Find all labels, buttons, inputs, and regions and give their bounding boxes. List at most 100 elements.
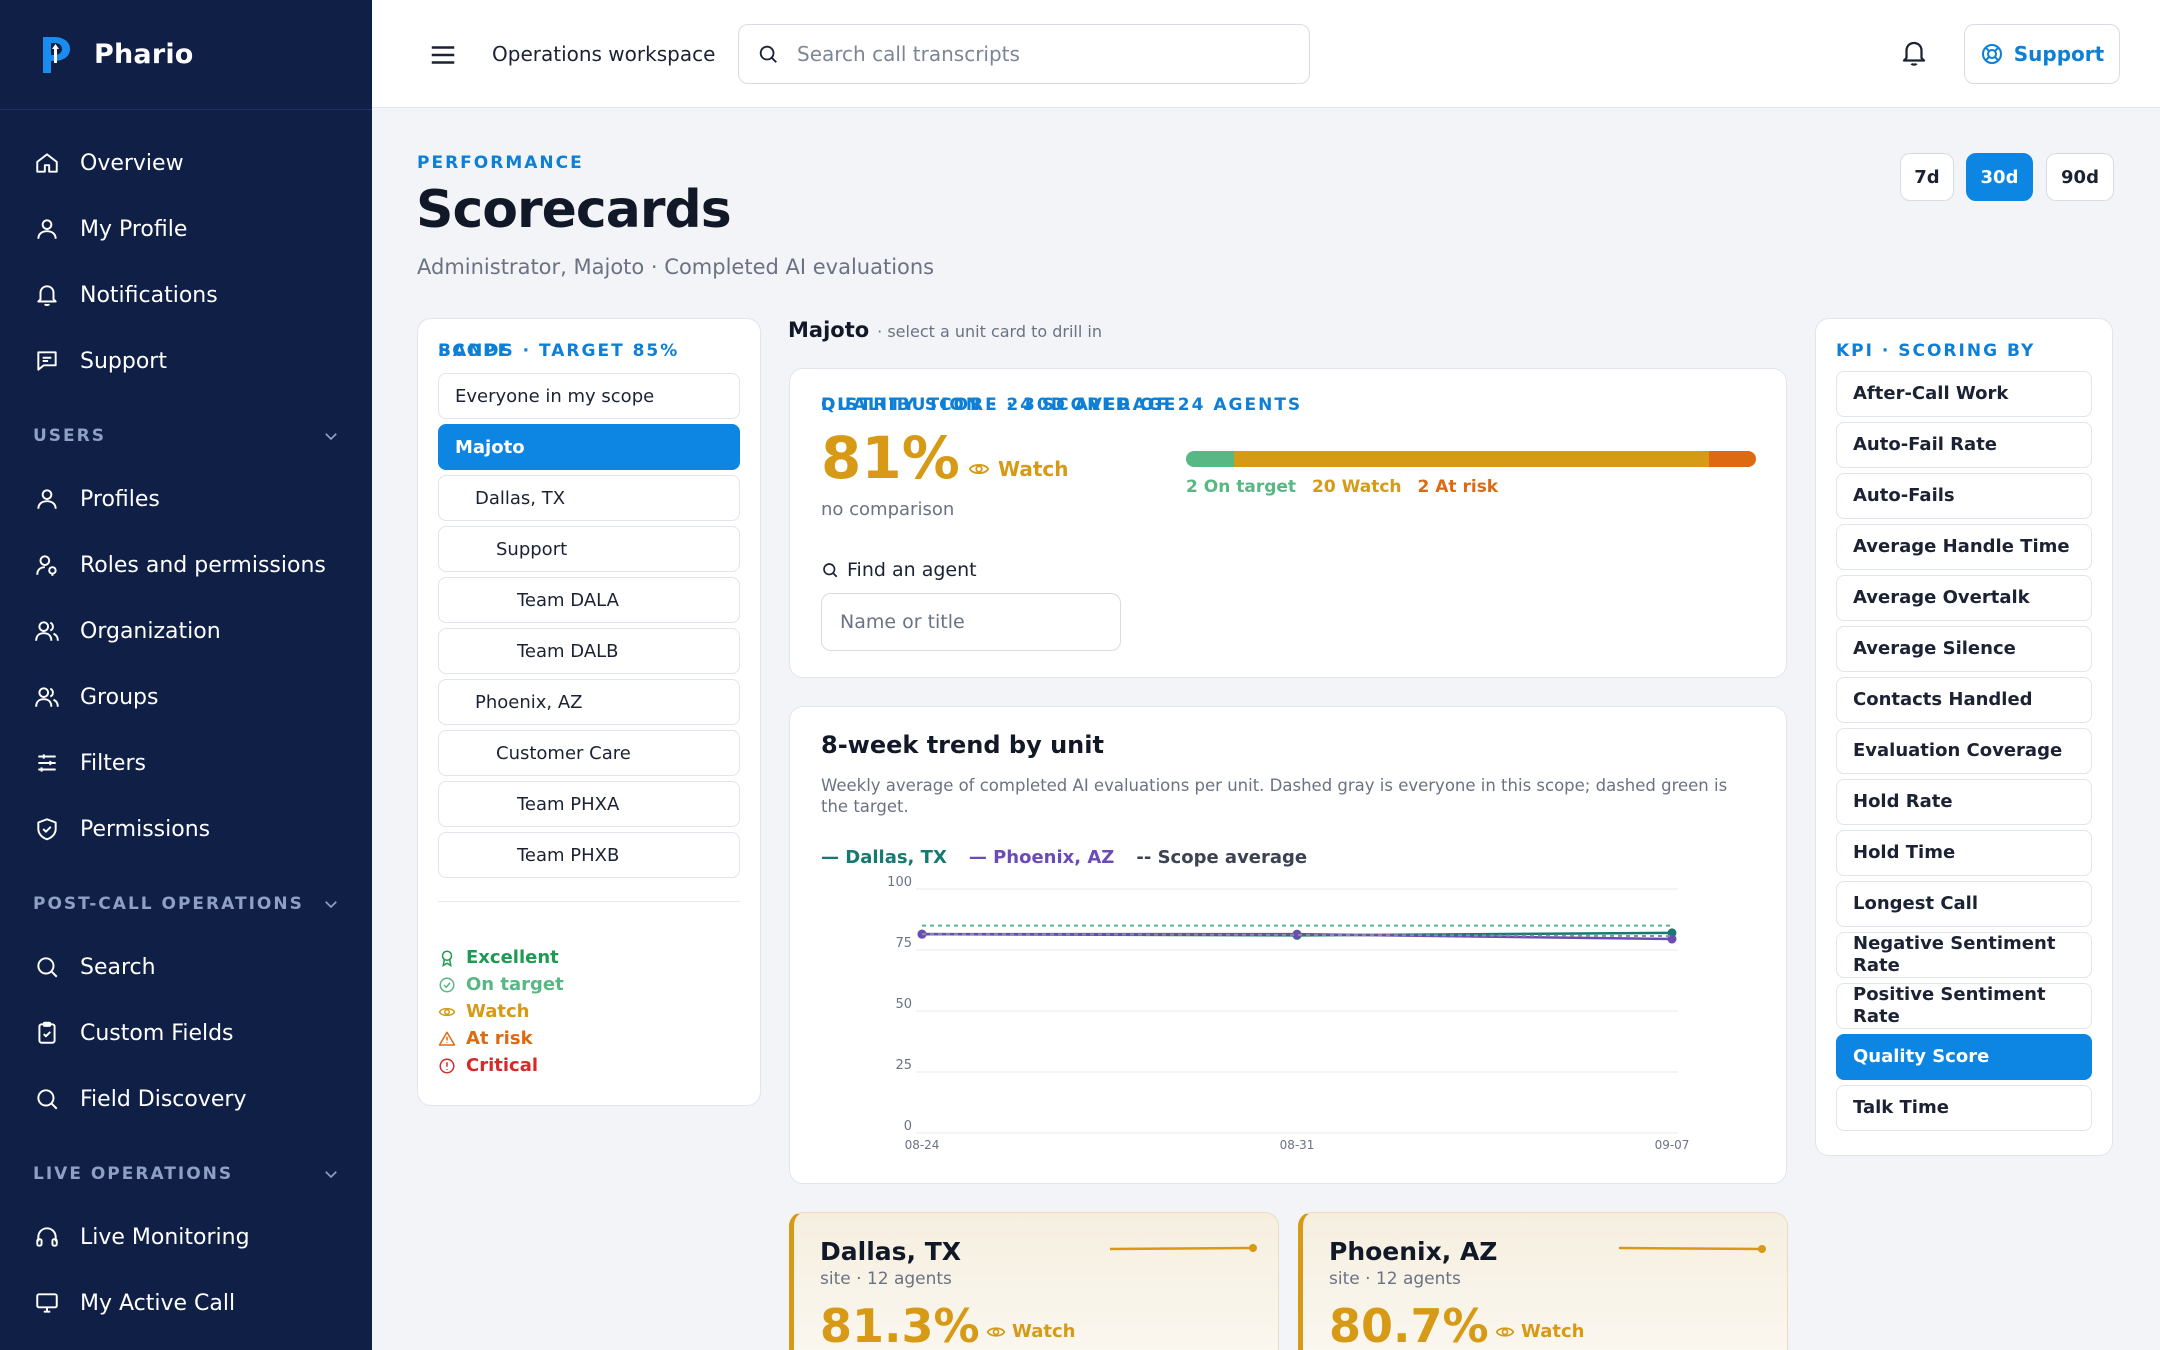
series-point <box>1292 929 1302 939</box>
kpi-average-silence[interactable]: Average Silence <box>1836 626 2092 672</box>
bell-icon <box>37 285 57 306</box>
sidebar-item-organization[interactable]: Organization <box>0 598 372 664</box>
x-tick-label: 08-31 <box>1280 1138 1315 1152</box>
quality-value: 81% <box>821 424 960 492</box>
warning-icon <box>438 1031 456 1046</box>
kpi-auto-fails[interactable]: Auto-Fails <box>1836 473 2092 519</box>
kpi-negative-sentiment-rate[interactable]: Negative Sentiment Rate <box>1836 932 2092 978</box>
bell-icon[interactable] <box>1899 38 1929 68</box>
sidebar-item-label: Notifications <box>80 282 218 308</box>
kpi-auto-fail-rate[interactable]: Auto-Fail Rate <box>1836 422 2092 468</box>
band-label: Watch <box>466 1001 530 1022</box>
scope-item-team-dala[interactable]: Team DALA <box>438 577 740 623</box>
sidebar-item-label: Profiles <box>80 486 160 512</box>
chevron-down-icon <box>325 433 337 441</box>
range-90d-button[interactable]: 90d <box>2046 153 2114 201</box>
sidebar-item-label: Filters <box>80 750 146 776</box>
unit-band-label: Watch <box>1012 1321 1076 1342</box>
trend-title: 8-week trend by unit <box>821 731 1104 759</box>
transcript-search[interactable] <box>738 24 1310 84</box>
band-critical: Critical <box>438 1055 538 1076</box>
search-input[interactable] <box>797 42 1257 66</box>
nav-section-users[interactable]: USERS <box>0 394 372 466</box>
sidebar-item-my-profile[interactable]: My Profile <box>0 196 372 262</box>
brand[interactable]: Phario <box>0 0 372 110</box>
distribution-legend: 2 On target 20 Watch 2 At risk <box>1186 477 1498 497</box>
kpi-average-overtalk[interactable]: Average Overtalk <box>1836 575 2092 621</box>
distribution-bar <box>1186 451 1756 467</box>
distribution-on-target: 2 On target <box>1186 477 1297 497</box>
band-label: Excellent <box>466 947 559 968</box>
trend-chart: 0 25 50 75 100 08-24 08-31 09-07 <box>887 875 1690 1152</box>
band-on-target: On target <box>438 974 564 995</box>
sliders-icon <box>38 754 56 772</box>
sidebar-item-live-monitoring[interactable]: Live Monitoring <box>0 1204 372 1270</box>
nav-section-post-call-operations[interactable]: POST-CALL OPERATIONS <box>0 862 372 934</box>
scope-item-majoto[interactable]: Majoto <box>438 424 740 470</box>
sidebar-item-label: My Profile <box>80 216 188 242</box>
unit-card-dallas[interactable]: Dallas, TX site · 12 agents 81.3% Watch <box>789 1212 1279 1350</box>
kpi-title: KPI · SCORING BY <box>1836 341 2036 361</box>
user-key-icon <box>36 555 57 576</box>
find-agent-input[interactable] <box>821 593 1121 651</box>
unit-card-phoenix[interactable]: Phoenix, AZ site · 12 agents 80.7% Watch <box>1298 1212 1788 1350</box>
kpi-positive-sentiment-rate[interactable]: Positive Sentiment Rate <box>1836 983 2092 1029</box>
nav-section-live-operations[interactable]: LIVE OPERATIONS <box>0 1132 372 1204</box>
users-icon <box>35 687 59 707</box>
kpi-quality-score[interactable]: Quality Score <box>1836 1034 2092 1080</box>
sidebar-item-custom-fields[interactable]: Custom Fields <box>0 1000 372 1066</box>
sidebar-item-profiles[interactable]: Profiles <box>0 466 372 532</box>
scope-item-customer-care[interactable]: Customer Care <box>438 730 740 776</box>
lifebuoy-icon <box>1981 44 2002 64</box>
scope-item-phoenix[interactable]: Phoenix, AZ <box>438 679 740 725</box>
x-tick-label: 09-07 <box>1655 1138 1690 1152</box>
kpi-contacts-handled[interactable]: Contacts Handled <box>1836 677 2092 723</box>
sidebar-item-overview[interactable]: Overview <box>0 130 372 196</box>
sidebar-item-search[interactable]: Search <box>0 934 372 1000</box>
workspace-label: Operations workspace <box>492 42 716 66</box>
sidebar-item-my-active-call[interactable]: My Active Call <box>0 1270 372 1336</box>
distribution-segment <box>1186 451 1234 467</box>
scope-item-team-phxb[interactable]: Team PHXB <box>438 832 740 878</box>
scope-item-support[interactable]: Support <box>438 526 740 572</box>
page-title: Scorecards <box>416 180 732 240</box>
sidebar-item-field-discovery[interactable]: Field Discovery <box>0 1066 372 1132</box>
kpi-talk-time[interactable]: Talk Time <box>1836 1085 2092 1131</box>
search-icon <box>759 45 777 63</box>
sidebar-item-notifications[interactable]: Notifications <box>0 262 372 328</box>
check-circle-icon <box>439 977 455 992</box>
sidebar-item-label: Live Monitoring <box>80 1224 250 1250</box>
sidebar-item-roles-and-permissions[interactable]: Roles and permissions <box>0 532 372 598</box>
sidebar-item-support[interactable]: Support <box>0 328 372 394</box>
nav-section-label: POST-CALL OPERATIONS <box>33 894 304 914</box>
kpi-average-handle-time[interactable]: Average Handle Time <box>1836 524 2092 570</box>
kpi-hold-rate[interactable]: Hold Rate <box>1836 779 2092 825</box>
unit-score: 81.3% <box>820 1299 980 1350</box>
kpi-evaluation-coverage[interactable]: Evaluation Coverage <box>1836 728 2092 774</box>
sidebar-item-permissions[interactable]: Permissions <box>0 796 372 862</box>
range-30d-button[interactable]: 30d <box>1966 153 2033 201</box>
distribution-watch: 20 Watch <box>1312 477 1402 497</box>
kpi-longest-call[interactable]: Longest Call <box>1836 881 2092 927</box>
kpi-hold-time[interactable]: Hold Time <box>1836 830 2092 876</box>
hamburger-menu-icon[interactable] <box>428 40 458 70</box>
scope-item-dallas[interactable]: Dallas, TX <box>438 475 740 521</box>
distribution-segment <box>1708 451 1756 467</box>
range-7d-button[interactable]: 7d <box>1900 153 1954 201</box>
nav-section-label: LIVE OPERATIONS <box>33 1164 234 1184</box>
topbar: Operations workspace Support <box>372 0 2160 108</box>
scope-item-team-dalb[interactable]: Team DALB <box>438 628 740 674</box>
scope-item-everyone[interactable]: Everyone in my scope <box>438 373 740 419</box>
sidebar-item-label: Permissions <box>80 816 211 842</box>
unit-name: Phoenix, AZ <box>1329 1237 1498 1266</box>
band-label: On target <box>466 974 564 995</box>
context-hint: · select a unit card to drill in <box>877 322 1102 341</box>
scope-item-team-phxa[interactable]: Team PHXA <box>438 781 740 827</box>
quality-comparison: no comparison <box>821 499 955 520</box>
kpi-after-call-work[interactable]: After-Call Work <box>1836 371 2092 417</box>
sidebar-item-filters[interactable]: Filters <box>0 730 372 796</box>
eye-icon <box>968 463 990 475</box>
user-icon <box>37 219 57 239</box>
sidebar-item-groups[interactable]: Groups <box>0 664 372 730</box>
support-button[interactable]: Support <box>1964 24 2120 84</box>
